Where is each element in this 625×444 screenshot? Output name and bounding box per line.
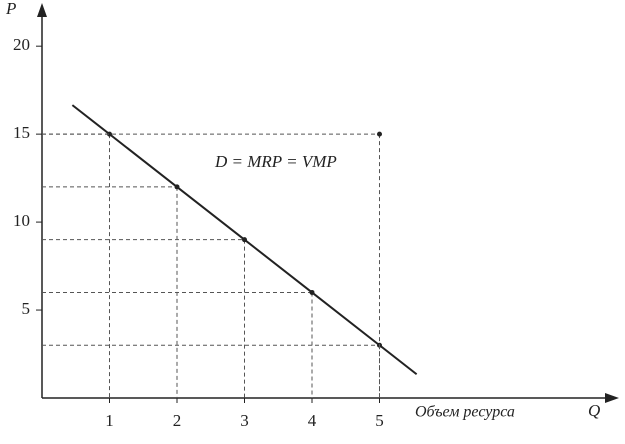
x-axis-caption: Объем ресурса	[415, 404, 515, 421]
y-axis-arrow	[37, 3, 47, 17]
point	[174, 184, 180, 190]
x-tick-label: 5	[375, 411, 384, 430]
line-extension	[71, 104, 111, 135]
x-tick-label: 3	[240, 411, 249, 430]
x-tick-label: 4	[308, 411, 317, 430]
point	[309, 289, 315, 295]
reference-point	[377, 131, 382, 137]
annotation: D = MRP = VMP	[214, 152, 337, 171]
y-tick-label: 20	[13, 35, 30, 54]
line-extension	[378, 344, 418, 376]
point	[242, 237, 247, 243]
y-axis-label: P	[5, 0, 16, 18]
x-axis-arrow	[605, 393, 619, 403]
y-tick-label: 15	[13, 123, 30, 142]
y-tick-label: 10	[13, 211, 30, 230]
x-tick-label: 1	[105, 411, 114, 430]
x-tick-label: 2	[173, 411, 182, 430]
y-tick-label: 5	[22, 299, 31, 318]
point	[107, 131, 112, 137]
x-axis-label: Q	[588, 401, 600, 420]
